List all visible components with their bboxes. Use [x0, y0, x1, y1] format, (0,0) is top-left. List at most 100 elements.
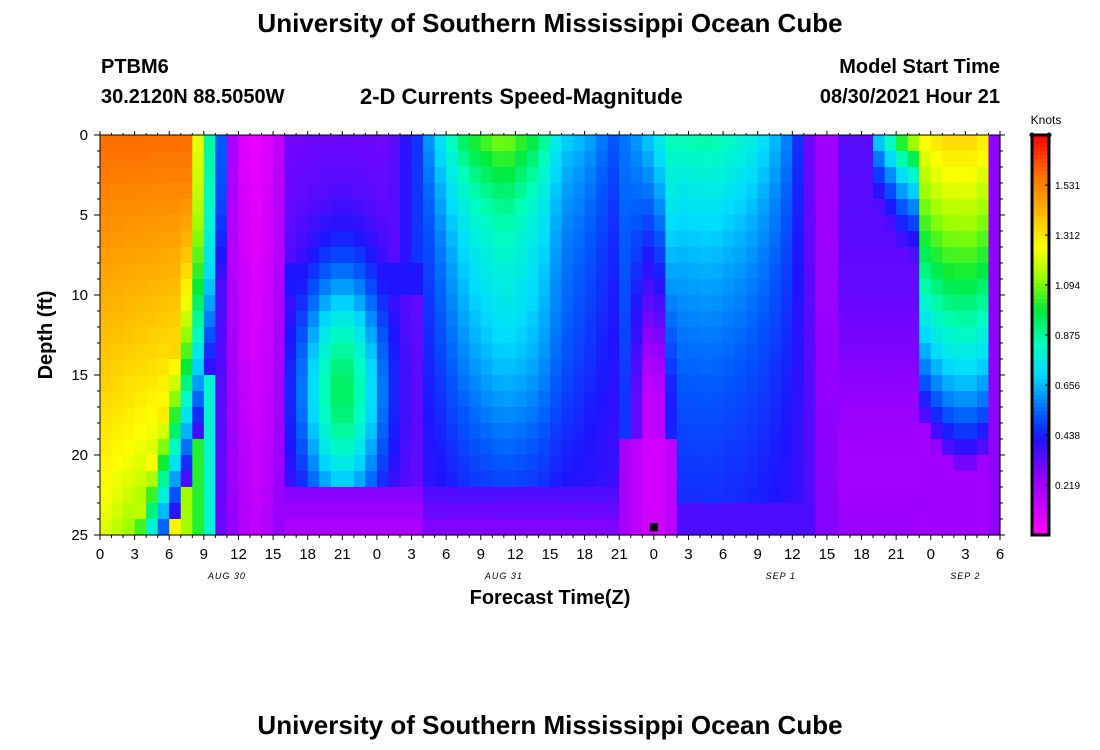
heatmap-cell — [815, 135, 828, 152]
heatmap-cell — [423, 151, 436, 168]
heatmap-cell — [192, 247, 205, 264]
heatmap-cell — [953, 391, 966, 408]
heatmap-cell — [884, 199, 897, 216]
heatmap-cell — [619, 455, 632, 472]
heatmap-cell — [907, 215, 920, 232]
heatmap-cell — [653, 471, 666, 488]
heatmap-cell — [319, 295, 332, 312]
heatmap-cell — [746, 215, 759, 232]
x-tick-label: 9 — [200, 546, 208, 563]
heatmap-cell — [492, 455, 505, 472]
heatmap-cell — [584, 247, 597, 264]
heatmap-cell — [988, 231, 1001, 248]
colorbar-segment — [1032, 295, 1049, 300]
heatmap-cell — [953, 215, 966, 232]
heatmap-cell — [446, 295, 459, 312]
heatmap-cell — [930, 311, 943, 328]
date-label: SEP 2 — [950, 571, 980, 581]
heatmap-cell — [965, 199, 978, 216]
heatmap-cell — [423, 343, 436, 360]
heatmap-cell — [561, 327, 574, 344]
heatmap-cell — [434, 455, 447, 472]
heatmap-cell — [550, 407, 563, 424]
heatmap-cell — [642, 327, 655, 344]
heatmap-cell — [203, 487, 216, 504]
heatmap-cell — [226, 359, 240, 376]
heatmap-cell — [619, 263, 632, 280]
heatmap-cell — [480, 455, 493, 472]
heatmap-cell — [400, 343, 413, 360]
heatmap-cell — [919, 519, 932, 536]
heatmap-cell — [526, 199, 540, 216]
heatmap-cell — [411, 167, 424, 184]
heatmap-cell — [457, 167, 470, 184]
heatmap-cell — [919, 391, 932, 408]
heatmap-cell — [976, 471, 990, 488]
colorbar-segment — [1032, 271, 1049, 276]
heatmap-cell — [273, 503, 286, 520]
heatmap-cell — [884, 375, 897, 392]
heatmap-cell — [111, 375, 124, 392]
heatmap-cell — [653, 263, 666, 280]
heatmap-cell — [411, 183, 424, 200]
heatmap-cell — [630, 247, 643, 264]
heatmap-cell — [838, 439, 851, 456]
heatmap-cell — [446, 135, 459, 152]
heatmap-cell — [861, 167, 874, 184]
heatmap-cell — [100, 423, 113, 440]
heatmap-cell — [826, 343, 840, 360]
heatmap-cell — [250, 519, 263, 536]
colorbar-segment — [1032, 415, 1049, 420]
heatmap-cell — [342, 231, 355, 248]
heatmap-cell — [123, 391, 136, 408]
heatmap-cell — [469, 311, 482, 328]
heatmap-cell — [203, 327, 216, 344]
colorbar-segment — [1032, 427, 1049, 432]
heatmap-cell — [630, 359, 643, 376]
colorbar-tick-label: 0.656 — [1055, 381, 1080, 392]
heatmap-cell — [192, 215, 205, 232]
heatmap-cell — [180, 215, 193, 232]
heatmap-cell — [792, 199, 805, 216]
heatmap-cell — [100, 199, 113, 216]
heatmap-cell — [619, 183, 632, 200]
heatmap-cell — [884, 167, 897, 184]
heatmap-cell — [342, 135, 355, 152]
colorbar-segment — [1032, 291, 1049, 296]
heatmap-cell — [723, 455, 736, 472]
heatmap-cell — [526, 503, 540, 520]
heatmap-cell — [665, 439, 678, 456]
heatmap-cell — [976, 327, 990, 344]
heatmap-cell — [284, 375, 297, 392]
colorbar-segment — [1032, 467, 1049, 472]
heatmap-cell — [319, 519, 332, 536]
heatmap-cell — [769, 231, 782, 248]
heatmap-cell — [284, 247, 297, 264]
heatmap-cell — [746, 311, 759, 328]
heatmap-cell — [896, 391, 909, 408]
heatmap-cell — [803, 199, 816, 216]
heatmap-cell — [515, 327, 528, 344]
heatmap-cell — [353, 455, 366, 472]
heatmap-cell — [215, 359, 228, 376]
colorbar-segment — [1032, 163, 1049, 168]
heatmap-cell — [688, 263, 701, 280]
heatmap-cell — [873, 183, 886, 200]
heatmap-cell — [884, 391, 897, 408]
heatmap-cell — [953, 135, 966, 152]
heatmap-cell — [342, 503, 355, 520]
heatmap-cell — [469, 215, 482, 232]
heatmap-cell — [169, 279, 182, 296]
heatmap-cell — [319, 183, 332, 200]
x-tick-label: 18 — [853, 546, 870, 563]
heatmap-cell — [596, 231, 609, 248]
heatmap-cell — [734, 295, 747, 312]
heatmap-cell — [365, 151, 378, 168]
heatmap-cell — [584, 407, 597, 424]
heatmap-cell — [457, 247, 470, 264]
heatmap-cell — [711, 263, 724, 280]
heatmap-cell — [273, 263, 286, 280]
heatmap-cell — [376, 167, 390, 184]
heatmap-cell — [261, 343, 274, 360]
heatmap-cell — [503, 391, 516, 408]
